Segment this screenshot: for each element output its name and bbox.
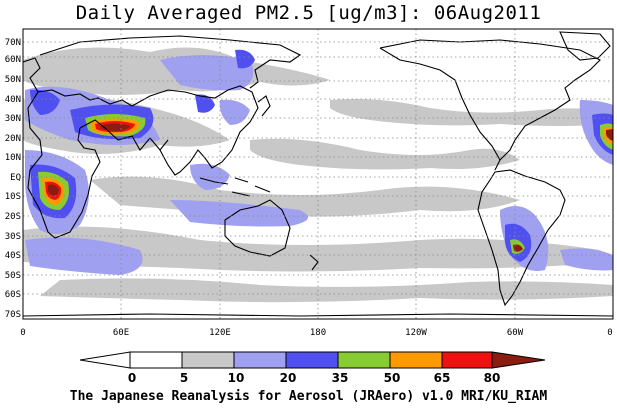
gridlines <box>23 29 613 319</box>
lat-label: 30N <box>5 114 21 124</box>
lon-label: 120E <box>209 328 231 338</box>
colorbar-tick-label: 65 <box>434 371 451 385</box>
colorbar-tick-label: 20 <box>280 371 297 385</box>
lat-label: 20S <box>5 212 21 222</box>
lat-label: 10N <box>5 153 21 163</box>
colorbar-arrow-left <box>79 351 131 369</box>
colorbar-tick-label: 35 <box>332 371 349 385</box>
lon-label: 60W <box>507 328 524 338</box>
lat-label: 60N <box>5 55 21 65</box>
lon-label: 0 <box>607 328 612 338</box>
colorbar-tick-label: 0 <box>128 371 136 385</box>
colorbar-segment <box>285 351 339 369</box>
colorbar-arrow-right <box>491 351 546 369</box>
lon-label: 180 <box>310 328 326 338</box>
map-title: Daily Averaged PM2.5 [ug/m3]: 06Aug2011 <box>75 2 542 24</box>
lat-label: 50N <box>5 75 21 85</box>
lat-label: 50S <box>5 271 21 281</box>
colorbar-segment <box>233 351 287 369</box>
colorbar-tick-label: 10 <box>228 371 245 385</box>
map-frame <box>22 28 614 320</box>
colorbar-tick-label: 80 <box>484 371 501 385</box>
lon-label: 60E <box>113 328 129 338</box>
lat-label: 30S <box>5 232 21 242</box>
lat-label: 40N <box>5 95 21 105</box>
colorbar-tick-label: 5 <box>180 371 188 385</box>
lat-label: 10S <box>5 192 21 202</box>
lon-axis: 0 60E 120E 180 120W 60W 0 <box>20 328 612 338</box>
lat-label: 40S <box>5 251 21 261</box>
lat-label: EQ <box>10 173 21 183</box>
colorbar-segment <box>389 351 443 369</box>
level-above-80 <box>48 123 613 252</box>
colorbar-tick-label: 50 <box>384 371 401 385</box>
lon-label: 0 <box>20 328 25 338</box>
footer-credit: The Japanese Reanalysis for Aerosol (JRA… <box>69 389 548 404</box>
lat-label: 20N <box>5 134 21 144</box>
colorbar-segment <box>181 351 235 369</box>
colorbar-segment <box>337 351 391 369</box>
colorbar-segment <box>441 351 493 369</box>
lat-label: 60S <box>5 290 21 300</box>
lat-axis: 70N 60N 50N 40N 30N 20N 10N EQ 10S 20S 3… <box>5 38 21 320</box>
lon-label: 120W <box>405 328 427 338</box>
coastlines <box>23 31 613 317</box>
colorbar-segment <box>129 351 183 369</box>
lat-label: 70N <box>5 38 21 48</box>
colorbar: 0 5 10 20 35 50 65 80 <box>79 351 546 385</box>
lat-label: 70S <box>5 310 21 320</box>
